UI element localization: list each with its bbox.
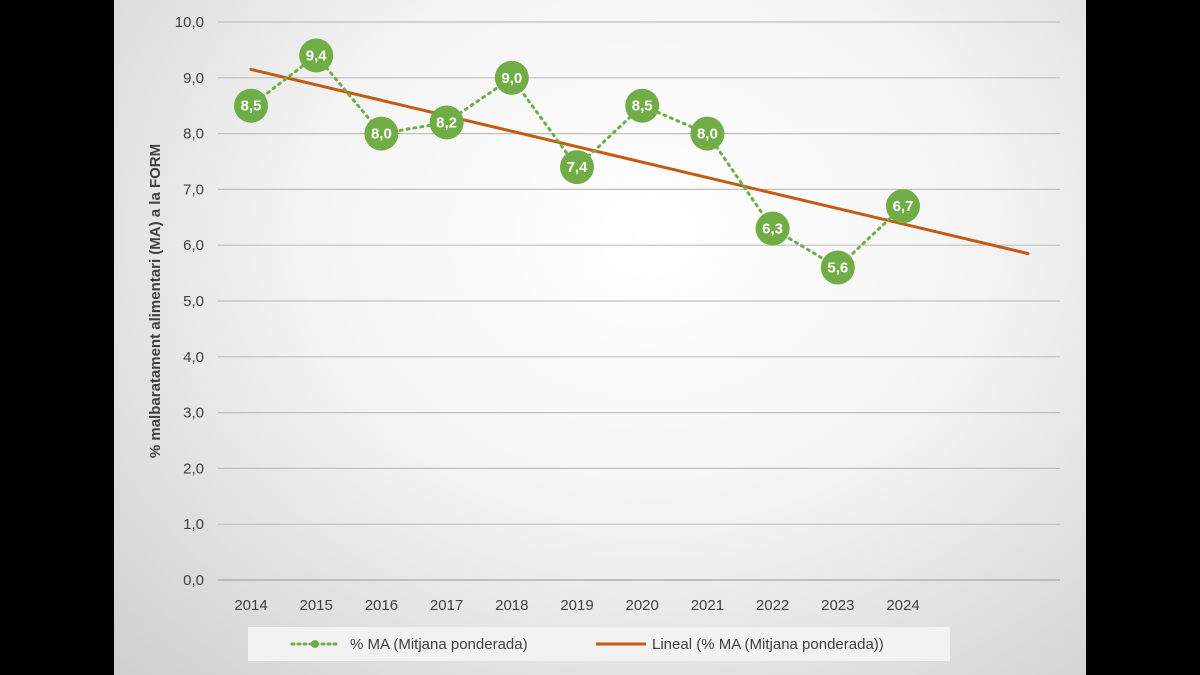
legend-series-label: % MA (Mitjana ponderada) — [350, 636, 528, 653]
x-tick-label: 2024 — [886, 597, 919, 614]
data-label: 8,0 — [697, 126, 718, 143]
data-label: 5,6 — [827, 260, 848, 277]
x-tick-label: 2018 — [495, 597, 528, 614]
data-label: 8,0 — [371, 126, 392, 143]
data-point — [364, 116, 399, 151]
x-tick-label: 2015 — [300, 597, 333, 614]
data-point — [299, 38, 334, 73]
y-tick-label: 0,0 — [183, 572, 204, 589]
x-tick-label: 2023 — [821, 597, 854, 614]
data-point — [625, 88, 660, 123]
data-point — [820, 250, 855, 285]
legend-trend-label: Lineal (% MA (Mitjana ponderada)) — [652, 636, 884, 653]
series-layer: 8,5 9,4 8,0 8,2 9,0 7,4 8,5 8,0 6,3 5,6 6,7 — [234, 38, 920, 285]
x-tick-label: 2017 — [430, 597, 463, 614]
y-tick-label: 5,0 — [183, 293, 204, 310]
legend: % MA (Mitjana ponderada) Lineal (% MA (M… — [248, 627, 950, 661]
x-tick-label: 2019 — [560, 597, 593, 614]
y-tick-label: 9,0 — [183, 70, 204, 87]
y-axis-title: % malbaratament alimentari (MA) a la FOR… — [147, 144, 164, 458]
line-chart: 0,01,02,03,04,05,06,07,08,09,010,0 2014 2… — [147, 14, 1060, 661]
x-tick-label: 2022 — [756, 597, 789, 614]
data-point — [234, 88, 268, 123]
x-tick-label: 2014 — [234, 597, 267, 614]
data-point — [429, 105, 464, 140]
y-tick-label: 7,0 — [183, 181, 204, 198]
y-axis-ticks: 0,0 1,0 2,0 3,0 4,0 5,0 6,0 7,0 8,0 9,0 10,0 — [175, 14, 204, 589]
data-label: 8,5 — [632, 98, 653, 115]
data-label: 6,7 — [893, 198, 914, 215]
data-point — [494, 60, 529, 95]
x-tick-label: 2020 — [626, 597, 659, 614]
y-tick-label: 2,0 — [183, 460, 204, 477]
data-label: 8,5 — [241, 98, 262, 115]
data-point — [886, 189, 920, 224]
y-tick-label: 8,0 — [183, 126, 204, 143]
data-point — [690, 116, 725, 151]
legend-series-marker — [311, 640, 319, 648]
x-tick-label: 2021 — [691, 597, 724, 614]
trendline — [249, 67, 1030, 256]
data-label: 6,3 — [762, 220, 783, 237]
y-tick-label: 10,0 — [175, 14, 204, 31]
data-point — [755, 211, 790, 246]
x-axis-ticks: 2014 2015 2016 2017 2018 2019 2020 2021 2022 2023… — [234, 597, 919, 614]
x-tick-label: 2016 — [365, 597, 398, 614]
y-tick-label: 1,0 — [183, 516, 204, 533]
data-label: 9,4 — [306, 47, 328, 64]
y-tick-label: 3,0 — [183, 405, 204, 422]
y-tick-label: 4,0 — [183, 349, 204, 366]
y-tick-label: 6,0 — [183, 237, 204, 254]
gridlines — [218, 21, 1060, 581]
data-label: 8,2 — [436, 114, 457, 131]
chart-panel: 0,0 1,0 2,0 3,0 4,0 5,0 6,0 7,0 8,0 9,0 10,0 2014 2… — [114, 0, 1086, 675]
data-label: 7,4 — [567, 159, 589, 176]
trendline-layer — [249, 67, 1030, 256]
data-point — [560, 150, 594, 185]
data-label: 9,0 — [501, 70, 522, 87]
